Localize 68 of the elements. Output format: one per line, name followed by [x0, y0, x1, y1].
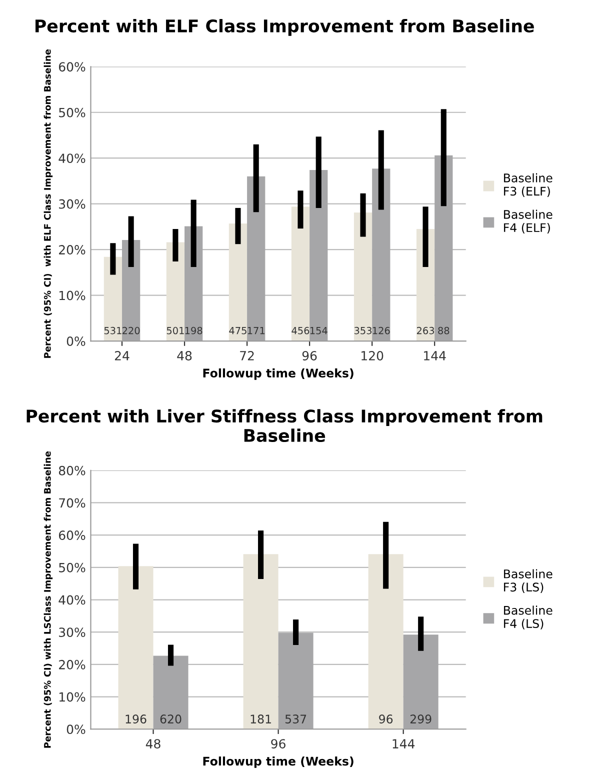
- x-tick-label: 120: [362, 350, 384, 360]
- y-tick-label: 80%: [58, 466, 86, 476]
- chart-title: Percent with Liver Stiffness Class Improvement from Baseline: [26, 409, 542, 442]
- x-tick-label: 48: [177, 350, 192, 360]
- annotation: 353: [354, 326, 372, 334]
- y-tick-label: 20%: [59, 245, 86, 254]
- annotation: 96: [379, 714, 393, 724]
- annotation: 198: [185, 326, 202, 334]
- annotation: 475: [229, 327, 246, 334]
- y-tick-label: 50%: [59, 562, 86, 572]
- bar: [166, 242, 185, 342]
- annotation: 220: [122, 326, 140, 334]
- y-tick-label: 30%: [59, 628, 86, 638]
- legend-label: Baseline F4 (ELF): [504, 210, 552, 234]
- bar: [153, 656, 188, 730]
- bar: [310, 170, 328, 342]
- annotation: 196: [126, 714, 146, 724]
- annotation: 501: [166, 326, 184, 334]
- annotation: 171: [248, 327, 264, 334]
- annotation: 531: [104, 326, 122, 334]
- annotation: 537: [285, 714, 306, 724]
- x-tick-label: 96: [271, 739, 286, 749]
- x-tick-label: 144: [424, 351, 446, 360]
- y-tick-label: 60%: [58, 62, 86, 72]
- y-tick-label: 10%: [59, 290, 86, 300]
- bar: [278, 632, 314, 730]
- x-tick-label: 96: [302, 350, 317, 360]
- bar: [243, 554, 278, 730]
- annotation: 154: [310, 327, 328, 334]
- bar: [104, 256, 122, 342]
- y-axis-title: Percent (95% CI) with ELF Class Improvement from Baseline: [44, 49, 53, 358]
- y-tick-label: 10%: [59, 692, 86, 702]
- y-tick-label: 0%: [66, 336, 86, 346]
- bar: [368, 554, 404, 730]
- bar: [403, 634, 438, 730]
- legend-label: Baseline F3 (LS): [504, 569, 552, 593]
- bar: [228, 224, 248, 342]
- y-axis-title: Percent (95% CI) with LSClass Improvement from Baseline: [44, 451, 53, 748]
- legend-label: Baseline F4 (LS): [504, 606, 552, 630]
- y-tick-label: 20%: [59, 660, 86, 670]
- annotation: 299: [410, 714, 432, 724]
- bar: [118, 566, 154, 730]
- bar: [434, 155, 453, 342]
- y-tick-label: 40%: [58, 154, 86, 164]
- x-axis-title: Followup time (Weeks): [203, 368, 354, 380]
- y-tick-label: 0%: [66, 724, 86, 734]
- y-tick-label: 40%: [58, 595, 86, 605]
- annotation: 263: [416, 326, 434, 334]
- x-tick-label: 48: [146, 739, 160, 749]
- x-tick-label: 24: [114, 350, 130, 360]
- legend-label: Baseline F3 (ELF): [504, 173, 552, 198]
- y-tick-label: 60%: [58, 530, 86, 540]
- bar: [247, 176, 266, 342]
- y-tick-label: 30%: [59, 199, 86, 209]
- chart-title: Percent with ELF Class Improvement from Baseline: [36, 19, 534, 36]
- annotation: 181: [250, 714, 271, 724]
- x-tick-label: 144: [392, 739, 415, 748]
- annotation: 88: [438, 326, 450, 334]
- y-tick-label: 50%: [59, 108, 86, 118]
- annotation: 456: [292, 326, 310, 334]
- bar: [372, 168, 390, 342]
- annotation: 620: [160, 714, 182, 724]
- annotation: 126: [372, 326, 390, 334]
- y-tick-label: 70%: [59, 498, 86, 508]
- x-tick-label: 72: [240, 350, 254, 360]
- x-axis-title: Followup time (Weeks): [203, 756, 354, 768]
- bar: [354, 212, 372, 342]
- bar: [291, 206, 310, 342]
